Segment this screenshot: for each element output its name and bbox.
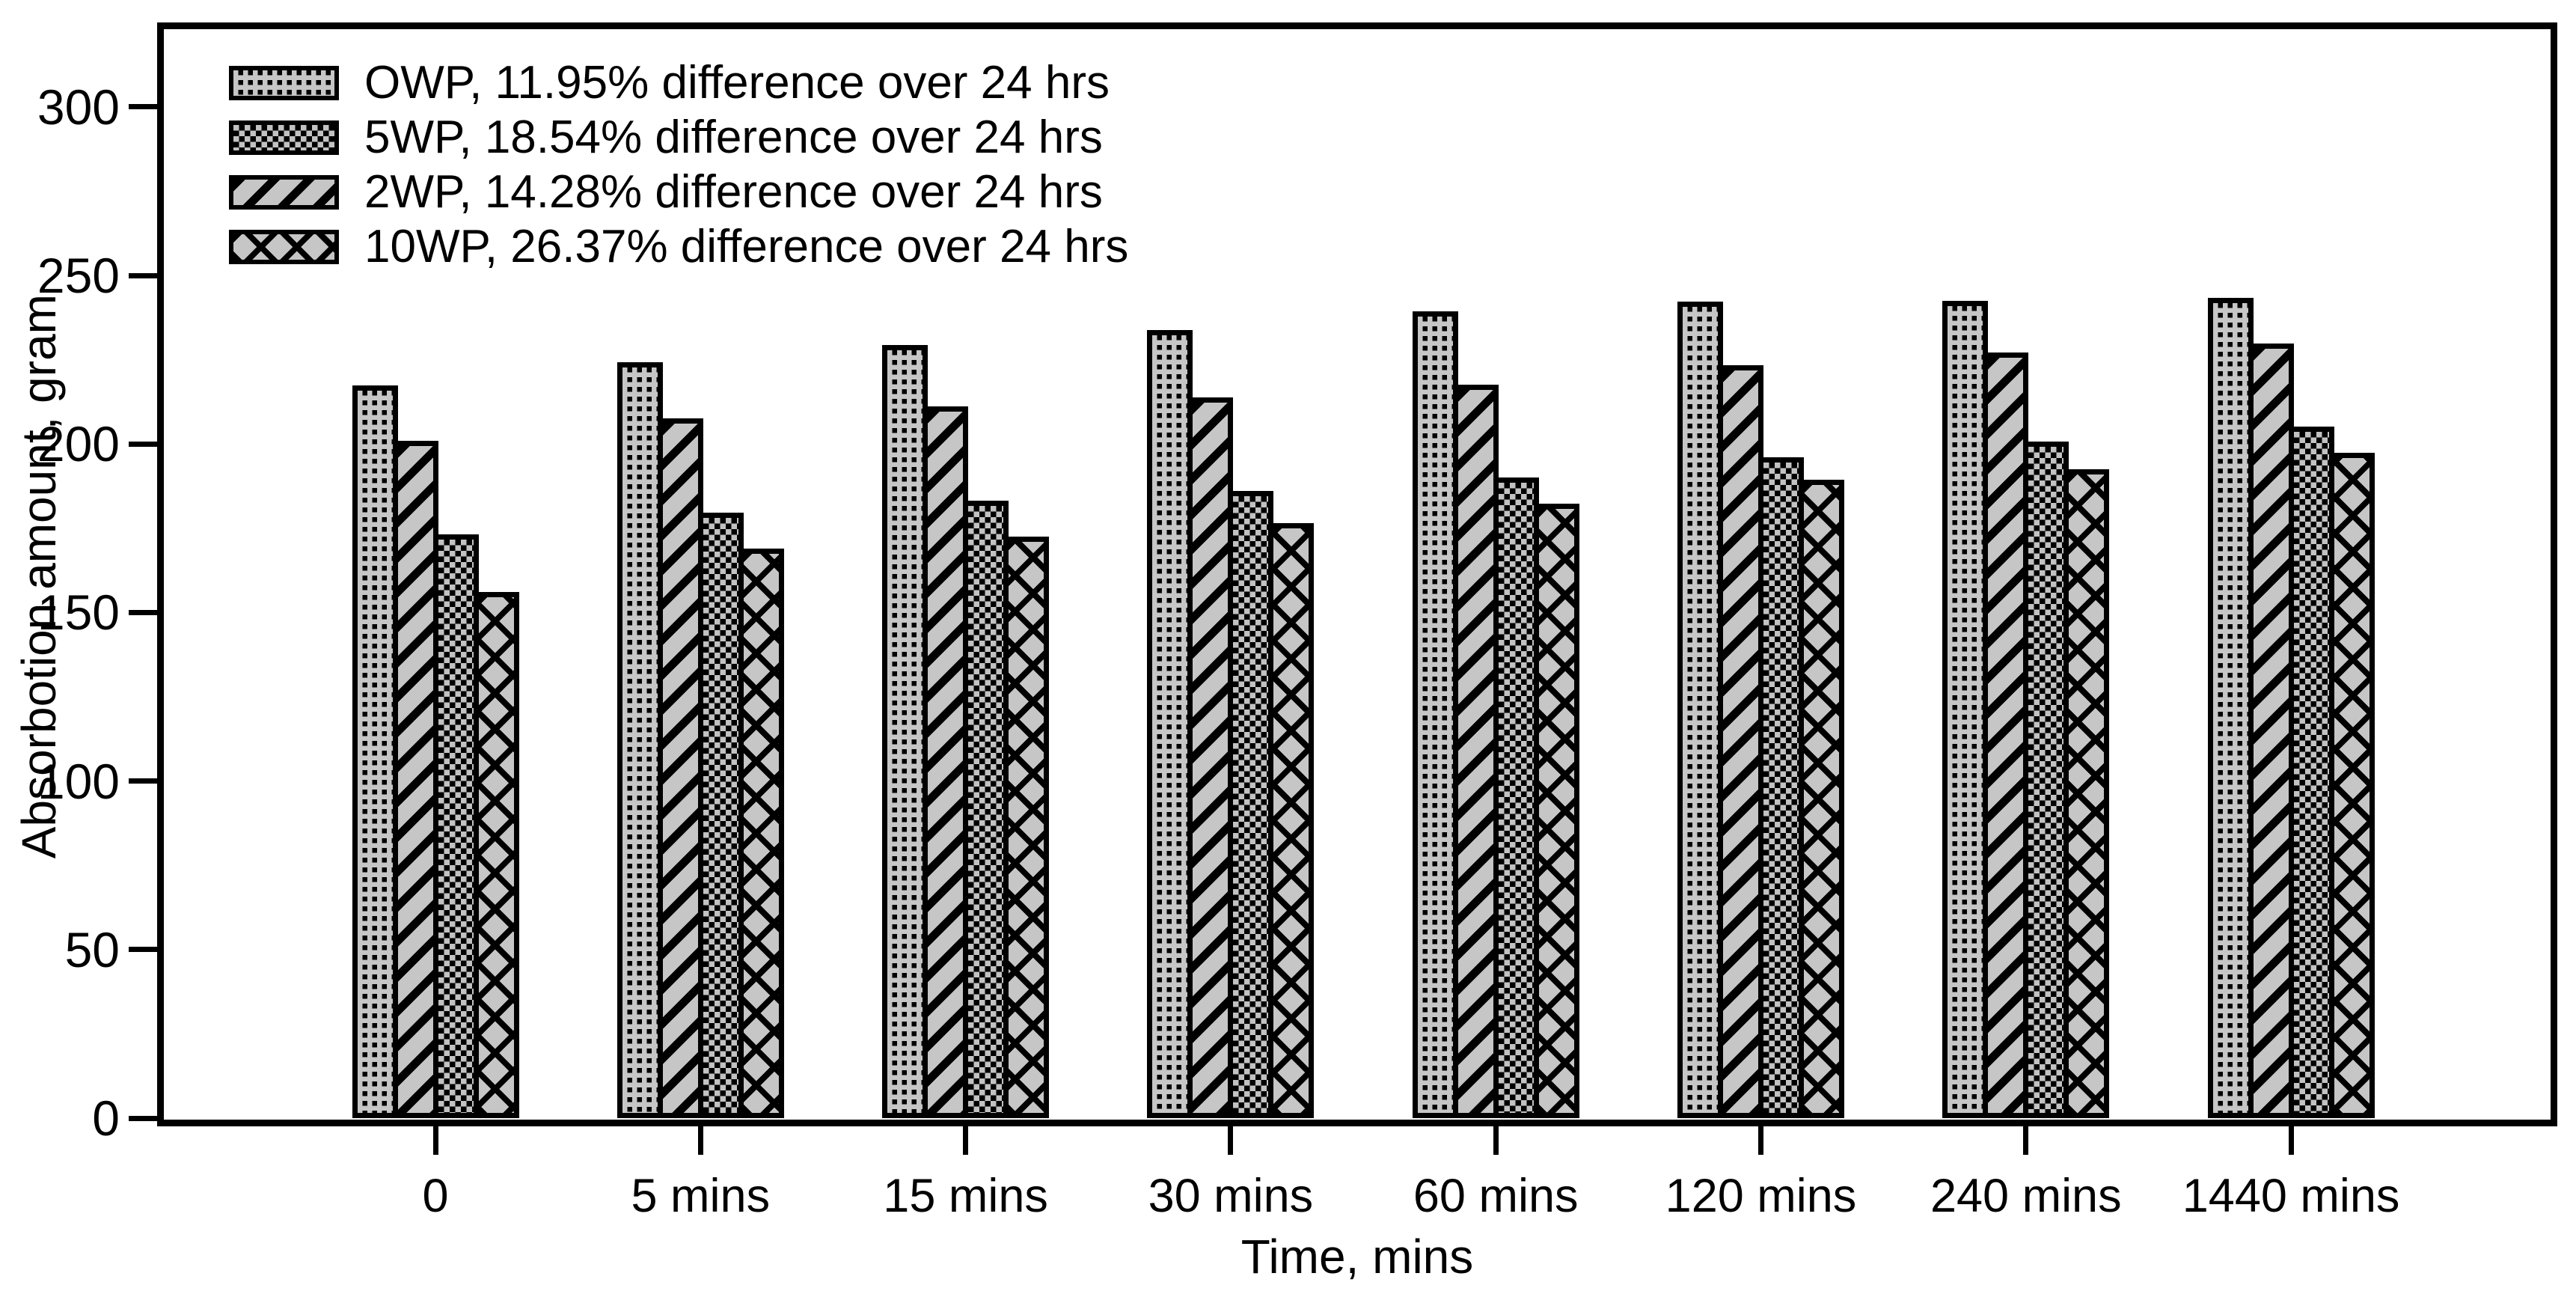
legend-swatch-OWP-pattern-icon: [229, 65, 339, 100]
bar-group-15 mins: [882, 29, 1050, 1118]
y-tick-label-100: 100: [37, 753, 120, 809]
legend-swatch-5WP-pattern-icon: [229, 120, 339, 155]
bar-5WP-15 mins: [963, 501, 1009, 1118]
bar-group-30 mins: [1147, 29, 1315, 1118]
bar-2WP-5 mins: [657, 418, 703, 1118]
legend-item-10WP: 10WP, 26.37% difference over 24 hrs: [229, 219, 1128, 274]
y-tick-label-0: 0: [92, 1090, 120, 1146]
y-axis-label: Absorbotion amount, gram: [9, 0, 69, 1153]
bar-OWP-1440 mins: [2207, 298, 2254, 1118]
bar-group-1440 mins: [2207, 29, 2375, 1118]
x-tick-6: [2023, 1126, 2029, 1155]
bar-5WP-1440 mins: [2288, 427, 2334, 1118]
y-tick-label-150: 150: [37, 585, 120, 641]
x-tick-label-3: 30 mins: [1148, 1170, 1314, 1222]
x-tick-3: [1228, 1126, 1234, 1155]
bar-10WP-0: [473, 592, 519, 1118]
bar-2WP-0: [392, 441, 438, 1118]
y-tick-200: [129, 441, 157, 447]
bar-2WP-15 mins: [923, 406, 969, 1118]
bar-OWP-5 mins: [617, 362, 663, 1118]
bar-2WP-120 mins: [1718, 365, 1763, 1118]
bar-5WP-0: [432, 534, 479, 1118]
legend-item-2WP: 2WP, 14.28% difference over 24 hrs: [229, 165, 1128, 219]
x-tick-5: [1758, 1126, 1763, 1155]
bar-10WP-240 mins: [2063, 469, 2110, 1118]
bar-2WP-240 mins: [1983, 353, 2029, 1118]
bar-10WP-120 mins: [1799, 480, 1844, 1118]
bar-10WP-60 mins: [1533, 504, 1579, 1118]
bar-group-60 mins: [1412, 29, 1579, 1118]
bar-5WP-60 mins: [1493, 477, 1539, 1118]
y-tick-label-50: 50: [64, 921, 120, 977]
bar-2WP-30 mins: [1187, 397, 1234, 1118]
bar-5WP-30 mins: [1228, 491, 1274, 1118]
legend-item-OWP: OWP, 11.95% difference over 24 hrs: [229, 55, 1128, 110]
bar-group-5 mins: [617, 29, 784, 1118]
x-tick-2: [963, 1126, 969, 1155]
x-tick-0: [432, 1126, 438, 1155]
bar-2WP-1440 mins: [2248, 344, 2294, 1118]
legend-item-5WP: 5WP, 18.54% difference over 24 hrs: [229, 110, 1128, 165]
bar-group-240 mins: [1942, 29, 2110, 1118]
bar-5WP-120 mins: [1758, 457, 1804, 1118]
y-tick-label-300: 300: [37, 79, 120, 135]
legend-swatch-10WP-pattern-icon: [229, 229, 339, 264]
y-tick-50: [129, 947, 157, 953]
y-tick-label-200: 200: [37, 416, 120, 472]
x-tick-label-7: 1440 mins: [2182, 1170, 2400, 1222]
bar-OWP-240 mins: [1942, 301, 1989, 1118]
bar-OWP-15 mins: [882, 345, 928, 1118]
x-tick-label-5: 120 mins: [1665, 1170, 1857, 1222]
y-tick-100: [129, 778, 157, 784]
y-tick-label-250: 250: [37, 248, 120, 303]
y-tick-0: [129, 1115, 157, 1121]
y-tick-300: [129, 104, 157, 110]
bar-5WP-5 mins: [697, 513, 744, 1118]
legend: OWP, 11.95% difference over 24 hrs 5WP, 1…: [229, 55, 1128, 274]
legend-label-5WP: 5WP, 18.54% difference over 24 hrs: [364, 112, 1103, 163]
plot-area: [157, 22, 2557, 1126]
legend-label-OWP: OWP, 11.95% difference over 24 hrs: [364, 57, 1110, 109]
bar-10WP-5 mins: [738, 549, 784, 1118]
x-tick-label-2: 15 mins: [883, 1170, 1048, 1222]
legend-label-2WP: 2WP, 14.28% difference over 24 hrs: [364, 166, 1103, 218]
legend-label-10WP: 10WP, 26.37% difference over 24 hrs: [364, 221, 1129, 272]
y-tick-150: [129, 609, 157, 615]
bar-OWP-60 mins: [1412, 311, 1458, 1118]
bar-10WP-30 mins: [1268, 523, 1315, 1118]
bar-OWP-30 mins: [1147, 330, 1193, 1118]
y-tick-250: [129, 272, 157, 278]
bar-OWP-120 mins: [1677, 302, 1723, 1118]
bar-10WP-1440 mins: [2328, 453, 2375, 1118]
x-tick-label-1: 5 mins: [631, 1170, 771, 1222]
x-tick-1: [697, 1126, 703, 1155]
x-tick-4: [1493, 1126, 1499, 1155]
bar-10WP-15 mins: [1003, 537, 1050, 1118]
x-tick-label-0: 0: [422, 1170, 449, 1222]
legend-swatch-2WP-pattern-icon: [229, 174, 339, 210]
bar-2WP-60 mins: [1452, 385, 1499, 1118]
bar-group-0: [352, 29, 519, 1118]
bar-OWP-0: [352, 385, 398, 1118]
x-tick-label-6: 240 mins: [1930, 1170, 2122, 1222]
x-tick-label-4: 60 mins: [1413, 1170, 1579, 1222]
bar-group-120 mins: [1677, 29, 1844, 1118]
x-axis-label: Time, mins: [1240, 1230, 1474, 1284]
x-tick-7: [2288, 1126, 2294, 1155]
bar-5WP-240 mins: [2023, 442, 2069, 1118]
